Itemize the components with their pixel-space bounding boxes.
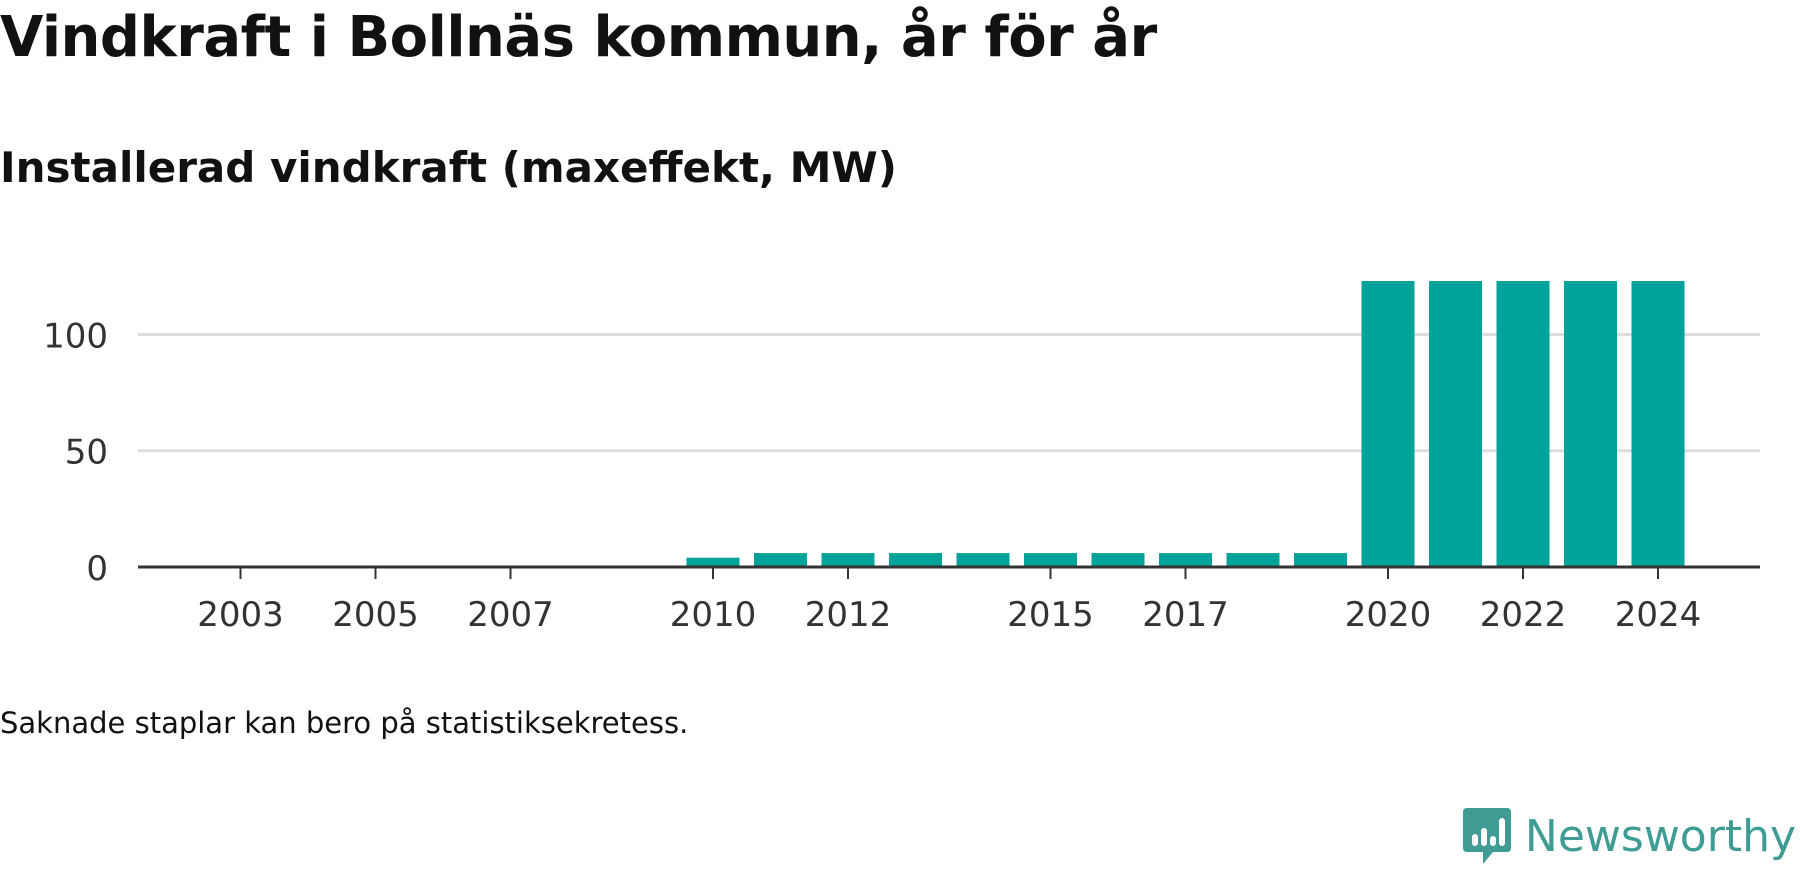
x-tick-label: 2022 [1480, 595, 1567, 635]
x-tick-label: 2012 [805, 595, 892, 635]
x-tick-label: 2007 [467, 595, 554, 635]
bar-2021 [1429, 281, 1482, 567]
x-tick-label: 2015 [1007, 595, 1094, 635]
newsworthy-logo-icon [1462, 808, 1511, 864]
x-tick-label: 2020 [1345, 595, 1432, 635]
bar-2010 [686, 557, 740, 567]
x-tick-label: 2005 [332, 595, 419, 635]
x-tick-label: 2024 [1615, 595, 1702, 635]
bar-2014 [956, 553, 1010, 567]
bar-2012 [821, 553, 875, 567]
bar-2015 [1024, 553, 1077, 567]
chart-subtitle: Installerad vindkraft (maxeffekt, MW) [0, 143, 897, 192]
bar-2017 [1159, 553, 1212, 567]
bar-2011 [754, 553, 807, 567]
y-tick-label: 0 [86, 549, 108, 589]
y-tick-label: 50 [65, 433, 108, 473]
bar-2024 [1631, 281, 1685, 567]
bar-2016 [1091, 553, 1145, 567]
brand-name: Newsworthy [1524, 810, 1796, 862]
bars [686, 281, 1685, 567]
y-tick-label: 100 [43, 316, 108, 356]
bar-2020 [1361, 281, 1415, 567]
bar-2022 [1496, 281, 1550, 567]
bar-2023 [1564, 281, 1617, 567]
bar-2019 [1294, 553, 1347, 567]
chart-title: Vindkraft i Bollnäs kommun, år för år [0, 5, 1157, 70]
axes: 0 50 100 2003 2005 2007 2010 2012 2015 2017 2020 20… [43, 316, 1760, 635]
footnote: Saknade staplar kan bero på statistiksek… [0, 706, 689, 740]
x-tick-label: 2003 [197, 595, 284, 635]
brand-logo: Newsworthy [1461, 801, 1796, 871]
x-tick-label: 2017 [1142, 595, 1229, 635]
x-tick-label: 2010 [670, 595, 757, 635]
gridlines [138, 332, 1760, 453]
bar-2013 [889, 553, 942, 567]
bar-2018 [1226, 553, 1280, 567]
